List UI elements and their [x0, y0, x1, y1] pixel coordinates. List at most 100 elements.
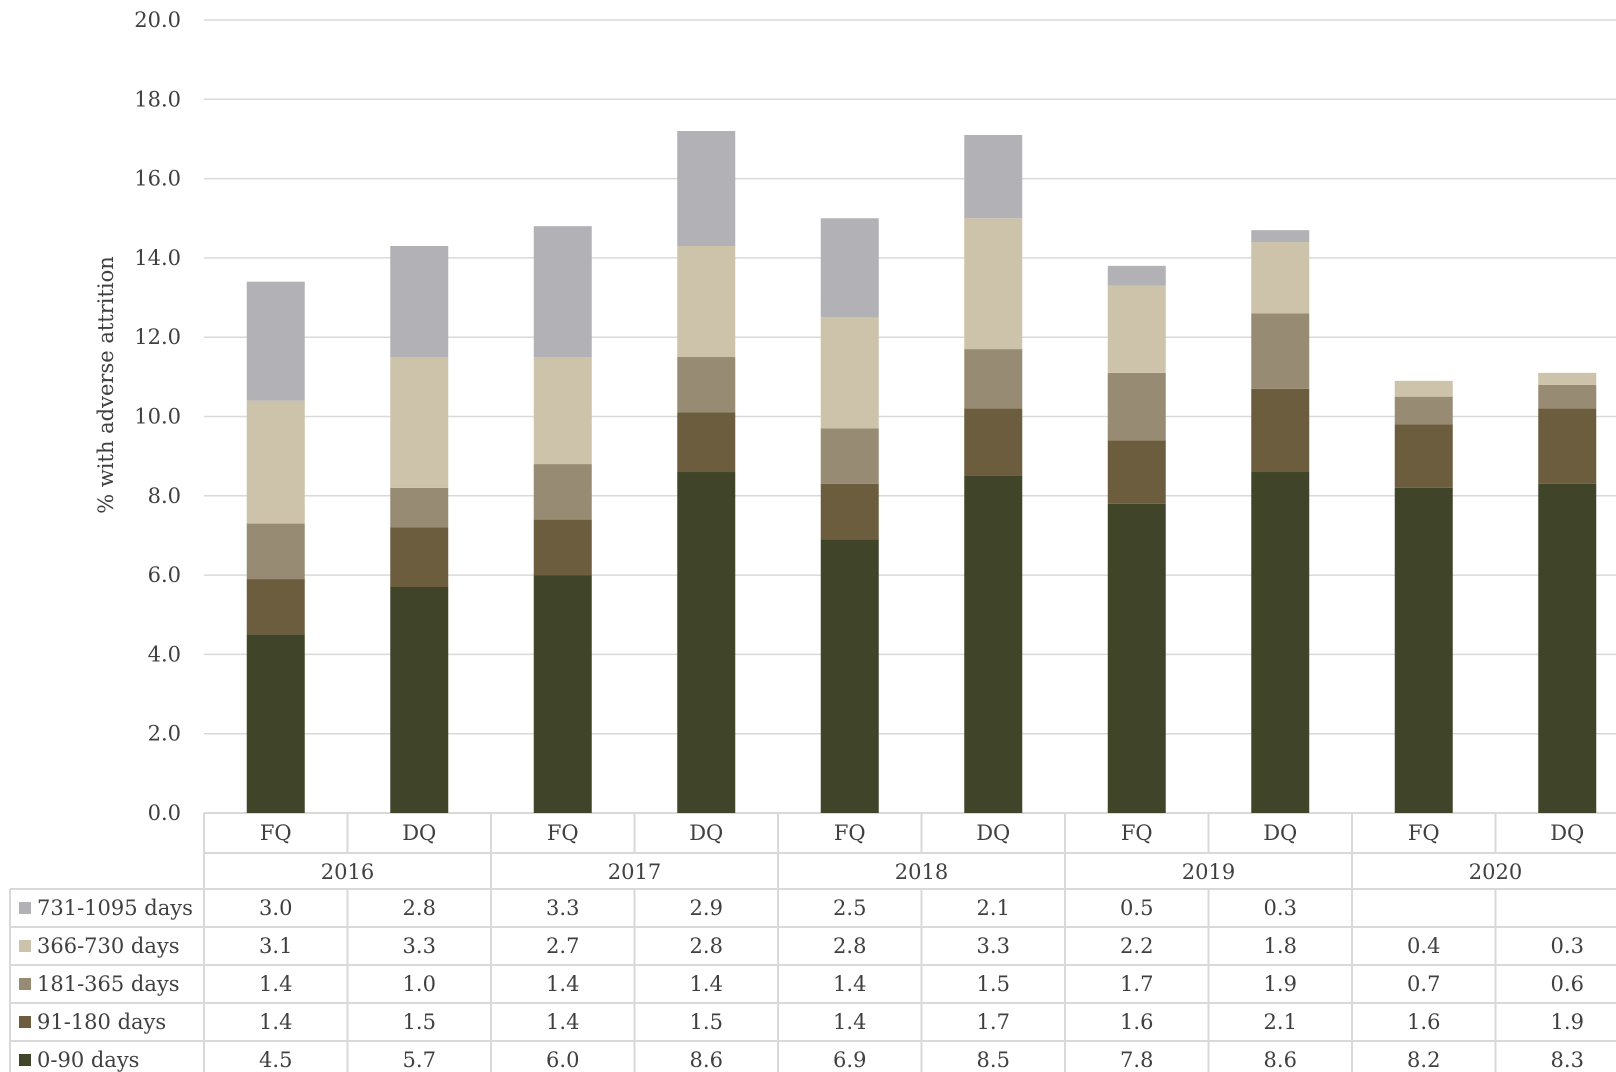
data-label: 8.6	[1264, 1048, 1297, 1072]
y-axis-label: % with adverse attrition	[94, 256, 118, 514]
data-label: 7.8	[1120, 1048, 1153, 1072]
data-label: 1.4	[690, 972, 723, 996]
y-tick-label: 2.0	[148, 722, 181, 746]
data-label: 1.4	[259, 972, 292, 996]
x-category-label: FQ	[547, 821, 579, 845]
data-label: 1.6	[1407, 1010, 1440, 1034]
x-category-label: DQ	[402, 821, 436, 845]
legend-label: 0-90 days	[37, 1048, 139, 1072]
bar-segment	[964, 134, 1023, 219]
bar-segment	[964, 408, 1023, 476]
data-label: 0.5	[1120, 896, 1153, 920]
x-category-label: FQ	[834, 821, 866, 845]
data-label: 2.1	[1264, 1010, 1297, 1034]
bar-segment	[533, 519, 592, 576]
data-label: 1.5	[690, 1010, 723, 1034]
bar-segment	[246, 523, 305, 580]
bar-segment	[677, 357, 736, 413]
legend-swatch	[19, 1016, 31, 1028]
bar-segment	[246, 281, 305, 401]
data-label: 1.7	[1120, 972, 1153, 996]
bar-segment	[533, 226, 592, 358]
data-label: 3.3	[403, 934, 436, 958]
bar-segment	[1107, 440, 1166, 504]
bar-segment	[964, 475, 1023, 813]
data-label: 2.7	[546, 934, 579, 958]
bar-segment	[820, 539, 879, 813]
y-tick-label: 20.0	[134, 8, 181, 32]
bar-segment	[390, 246, 449, 358]
y-tick-label: 6.0	[148, 563, 181, 587]
data-label: 6.9	[833, 1048, 866, 1072]
bar-segment	[390, 586, 449, 813]
x-year-label: 2018	[895, 860, 948, 884]
data-label: 1.9	[1551, 1010, 1584, 1034]
x-category-label: DQ	[1263, 821, 1297, 845]
x-year-label: 2016	[321, 860, 374, 884]
data-label: 0.3	[1551, 934, 1584, 958]
y-tick-label: 12.0	[134, 325, 181, 349]
y-tick-label: 8.0	[148, 484, 181, 508]
bar-segment	[390, 357, 449, 488]
data-label: 1.4	[259, 1010, 292, 1034]
data-label: 4.5	[259, 1048, 292, 1072]
bar-segment	[1107, 372, 1166, 441]
bar-segment	[1107, 503, 1166, 813]
legend-swatch	[19, 978, 31, 990]
x-year-label: 2020	[1469, 860, 1522, 884]
x-year-label: 2017	[608, 860, 661, 884]
bar-segment	[246, 400, 305, 524]
x-category-label: FQ	[1408, 821, 1440, 845]
bar-segment	[1251, 472, 1310, 813]
bar-segment	[677, 412, 736, 473]
bar-segment	[964, 218, 1023, 350]
x-year-label: 2019	[1182, 860, 1235, 884]
bar-segment	[820, 218, 879, 318]
bar-segment	[533, 575, 592, 813]
bar-segment	[390, 487, 449, 528]
data-label: 3.0	[259, 896, 292, 920]
data-label: 1.5	[977, 972, 1010, 996]
data-label: 1.6	[1120, 1010, 1153, 1034]
bar-segment	[820, 317, 879, 429]
bar-segment	[1394, 396, 1453, 425]
data-label: 8.3	[1551, 1048, 1584, 1072]
bar-segment	[820, 428, 879, 484]
x-category-label: DQ	[689, 821, 723, 845]
bar-segment	[1107, 265, 1166, 286]
x-category-label: FQ	[1121, 821, 1153, 845]
data-label: 1.9	[1264, 972, 1297, 996]
data-label: 2.2	[1120, 934, 1153, 958]
data-label: 8.5	[977, 1048, 1010, 1072]
legend-label: 731-1095 days	[37, 896, 193, 920]
data-label: 2.8	[403, 896, 436, 920]
data-label: 2.5	[833, 896, 866, 920]
y-tick-label: 16.0	[134, 167, 181, 191]
bar-segment	[677, 131, 736, 247]
bar-segment	[533, 464, 592, 520]
bar-segment	[390, 527, 449, 587]
legend-swatch	[19, 902, 31, 914]
bar-segment	[1538, 384, 1597, 409]
bar-segment	[1538, 483, 1597, 813]
data-label: 3.1	[259, 934, 292, 958]
data-label: 1.0	[403, 972, 436, 996]
data-table: FQ DQ FQ DQ FQ DQ FQ DQ FQ DQ 2016 2017 2018 2019 2020…	[9, 813, 1616, 1072]
bar-segment	[1251, 388, 1310, 473]
bar-segment	[1107, 285, 1166, 373]
bar-segment	[964, 349, 1023, 409]
bars	[246, 131, 1597, 813]
bar-segment	[677, 246, 736, 358]
bar-segment	[677, 472, 736, 813]
bar-segment	[1538, 408, 1597, 484]
data-label: 0.6	[1551, 972, 1584, 996]
legend-label: 91-180 days	[37, 1010, 166, 1034]
bar-segment	[1394, 487, 1453, 813]
data-label: 1.4	[833, 1010, 866, 1034]
data-label: 1.4	[546, 1010, 579, 1034]
data-label: 1.4	[546, 972, 579, 996]
data-label: 1.5	[403, 1010, 436, 1034]
data-label: 2.1	[977, 896, 1010, 920]
data-label: 3.3	[977, 934, 1010, 958]
